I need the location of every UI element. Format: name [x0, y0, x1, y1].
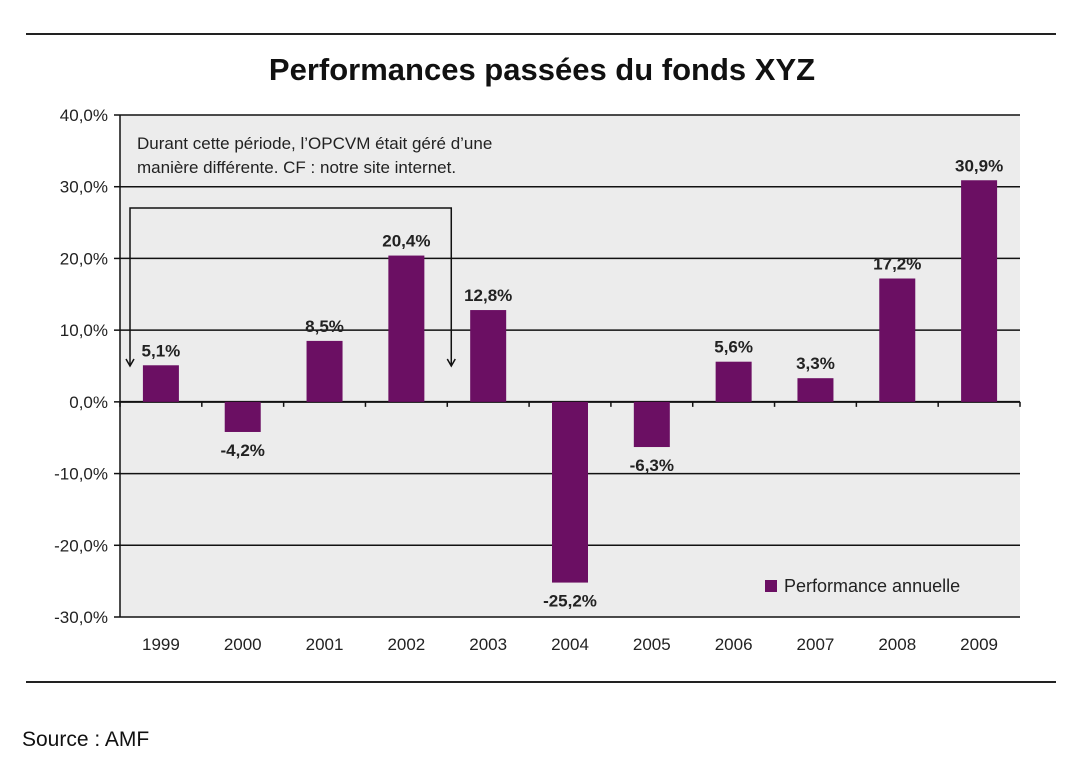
y-tick-label: 40,0% — [60, 106, 108, 125]
x-tick-label-2007: 2007 — [797, 635, 835, 654]
source-note: Source : AMF — [22, 728, 150, 751]
legend: Performance annuelle — [765, 576, 960, 596]
x-axis-ticks: 1999 2000 2001 2002 2003 2004 2005 2006 2007 2008… — [119, 401, 1021, 654]
annotation-line-2: manière différente. CF : notre site inte… — [137, 158, 456, 177]
value-label-2009: 30,9% — [955, 156, 1003, 175]
bar-2009 — [961, 180, 998, 402]
bar-2008 — [879, 278, 916, 402]
bar-2003 — [470, 310, 507, 402]
top-rule — [26, 33, 1056, 35]
value-label-2006: 5,6% — [714, 338, 753, 357]
y-tick-label: 20,0% — [60, 249, 108, 268]
x-tick-label-2000: 2000 — [224, 635, 262, 654]
x-tick-label-2001: 2001 — [306, 635, 344, 654]
bar-2001 — [306, 340, 343, 402]
x-tick-label-2003: 2003 — [469, 635, 507, 654]
y-tick-label: 10,0% — [60, 321, 108, 340]
bracket-line — [129, 207, 453, 366]
bottom-rule — [26, 681, 1056, 683]
value-label-2008: 17,2% — [873, 255, 921, 274]
x-tick-label-2008: 2008 — [878, 635, 916, 654]
x-tick-label-2005: 2005 — [633, 635, 671, 654]
y-tick-label: 30,0% — [60, 178, 108, 197]
x-tick-label-2009: 2009 — [960, 635, 998, 654]
annotation-bracket — [125, 207, 456, 368]
annotation-line-1: Durant cette période, l’OPCVM était géré… — [137, 134, 492, 153]
chart-title: Performances passées du fonds XYZ — [268, 52, 816, 87]
y-tick-label: -30,0% — [54, 608, 108, 627]
value-labels: 5,1% -4,2% 8,5% 20,4% 12,8% -25,2% -6,3% 5,6% 3,… — [142, 156, 1004, 610]
bar-chart: 40,0% 30,0% 20,0% 10,0% 0,0% -10,0% -20,0% -30,… — [54, 106, 1021, 654]
legend-label: Performance annuelle — [784, 576, 960, 596]
annotation-note: Durant cette période, l’OPCVM était géré… — [137, 134, 492, 177]
bar-2006 — [715, 361, 752, 402]
bar-2004 — [552, 401, 588, 583]
x-tick-label-2004: 2004 — [551, 635, 589, 654]
bar-2000 — [224, 401, 261, 432]
y-tick-label: -20,0% — [54, 536, 108, 555]
value-label-2002: 20,4% — [382, 232, 430, 251]
y-axis-ticks: 40,0% 30,0% 20,0% 10,0% 0,0% -10,0% -20,0% -30,… — [54, 106, 121, 627]
value-label-2003: 12,8% — [464, 286, 512, 305]
value-label-2001: 8,5% — [305, 317, 344, 336]
bracket-arrow-right — [446, 358, 456, 368]
y-tick-label: -10,0% — [54, 465, 108, 484]
x-tick-label-1999: 1999 — [142, 635, 180, 654]
x-tick-label-2006: 2006 — [715, 635, 753, 654]
bar-2005 — [633, 401, 670, 448]
bracket-arrow-left — [125, 358, 135, 368]
value-label-2007: 3,3% — [796, 354, 835, 373]
legend-swatch — [765, 580, 777, 592]
bar-2002 — [388, 255, 425, 402]
bar-2007 — [797, 378, 834, 402]
x-tick-label-2002: 2002 — [387, 635, 425, 654]
bar-1999 — [142, 365, 179, 402]
y-tick-label: 0,0% — [69, 393, 108, 412]
value-label-2000: -4,2% — [221, 441, 265, 460]
value-label-2004: -25,2% — [543, 592, 597, 611]
value-label-2005: -6,3% — [630, 456, 674, 475]
bars — [142, 180, 998, 583]
value-label-1999: 5,1% — [142, 341, 181, 360]
